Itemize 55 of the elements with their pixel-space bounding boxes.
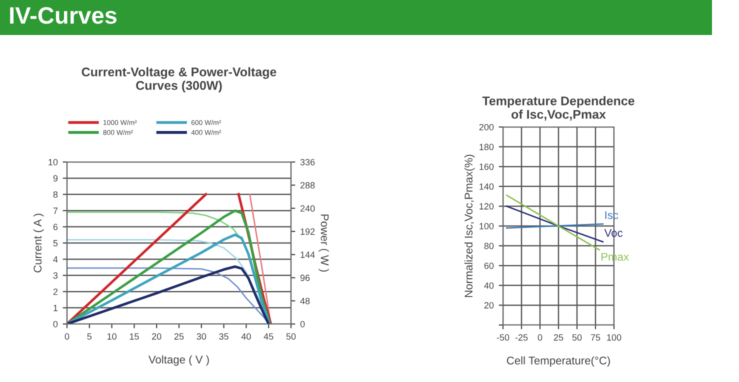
chart-title: Temperature Dependence of Isc,Voc,Pmax (482, 96, 634, 121)
y-tick-label: 3 (53, 272, 58, 279)
text: IV-Curves (10, 7, 117, 24)
y-tick-label: 0 (53, 320, 58, 328)
y-tick-label: 200 (479, 124, 494, 130)
y-tick-label: 2 (53, 288, 58, 295)
x-tick-label: 45 (264, 333, 274, 340)
x-tick-label: -50 (496, 334, 510, 341)
x-tick-label: 75 (590, 334, 600, 341)
y-tick-label: 6 (53, 224, 58, 230)
y2-tick-label: 288 (300, 182, 315, 189)
y2-tick-label: 48 (300, 298, 310, 304)
y-tick-label: 40 (484, 282, 494, 289)
y2-axis-title: Power ( W ) (318, 214, 329, 272)
x-tick-label: 25 (174, 333, 184, 340)
x-tick-label: 50 (286, 333, 296, 340)
y-tick-label: 4 (53, 256, 58, 262)
x-tick-label: 0 (64, 333, 70, 340)
y2-tick-label: 144 (300, 252, 315, 258)
x-tick-label: 5 (87, 333, 92, 340)
y-tick-label: 100 (480, 222, 494, 230)
y2-tick-label: 336 (300, 158, 315, 166)
x-axis-title: Cell Temperature(°C) (506, 356, 610, 367)
y-tick-label: 8 (53, 191, 58, 198)
x-tick-label: 100 (607, 334, 622, 341)
y-tick-label: 20 (484, 302, 494, 309)
x-tick-label: 35 (219, 333, 228, 340)
y-tick-label: 7 (53, 208, 58, 214)
x-tick-label: 40 (241, 333, 251, 340)
y2-tick-label: 96 (300, 274, 310, 282)
x-tick-label: 25 (554, 334, 564, 341)
x-tick-label: -25 (515, 334, 528, 341)
y-axis-title: Current ( A ) (33, 214, 44, 272)
x-tick-label: 50 (572, 334, 582, 341)
x-tick-label: 30 (196, 333, 206, 340)
y-tick-label: 10 (48, 158, 58, 166)
x-tick-label: 15 (130, 333, 139, 340)
y-tick-label: 180 (480, 144, 494, 150)
y-tick-label: 160 (480, 164, 494, 170)
y-axis-title: Normalized Isc,Voc,Pmax(%) (464, 154, 475, 298)
y2-tick-label: 240 (300, 205, 315, 212)
x-axis-title: Voltage ( V ) (148, 355, 209, 366)
y-tick-label: 5 (53, 240, 58, 246)
x-tick-label: 20 (152, 333, 162, 340)
x-tick-label: 0 (538, 334, 542, 341)
y2-tick-label: 0 (300, 320, 305, 328)
x-tick-label: 10 (107, 333, 116, 340)
y2-tick-label: 192 (300, 228, 315, 235)
y-tick-label: 80 (484, 242, 494, 250)
y-tick-label: 140 (480, 183, 494, 190)
y-tick-label: 60 (484, 262, 494, 269)
y-tick-label: 120 (480, 203, 494, 210)
y-tick-label: 1 (54, 304, 58, 312)
chart-title: Current-Voltage & Power-Voltage Curves (300W) (82, 67, 276, 92)
y-tick-label: 9 (53, 175, 58, 182)
